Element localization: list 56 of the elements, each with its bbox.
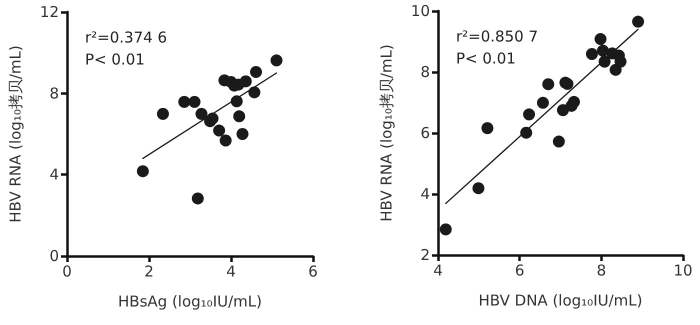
annotation: r²=0.374 6 bbox=[85, 28, 168, 46]
point bbox=[156, 108, 169, 120]
point bbox=[188, 96, 201, 108]
y-axis-title: HBV RNA (log₁₀拷贝/mL) bbox=[378, 44, 396, 222]
y-tick-label: 0 bbox=[49, 247, 59, 265]
x-tick-label: 0 bbox=[62, 262, 72, 280]
annotation: P< 0.01 bbox=[85, 50, 145, 68]
point bbox=[614, 56, 627, 68]
y-tick-label: 6 bbox=[420, 124, 430, 142]
x-tick-label: 4 bbox=[433, 262, 443, 280]
y-tick-label: 10 bbox=[410, 2, 430, 20]
point bbox=[552, 136, 565, 148]
point bbox=[440, 223, 452, 236]
x-tick-label: 10 bbox=[673, 262, 693, 280]
point bbox=[178, 96, 190, 108]
point bbox=[270, 54, 283, 66]
point bbox=[236, 128, 248, 140]
point bbox=[594, 33, 607, 46]
point bbox=[523, 108, 536, 120]
point bbox=[206, 112, 219, 125]
x-tick-label: 2 bbox=[144, 262, 154, 280]
y-tick-label: 12 bbox=[40, 3, 59, 21]
x-tick-label: 8 bbox=[596, 262, 606, 280]
y-tick-label: 4 bbox=[49, 166, 59, 184]
point bbox=[240, 75, 252, 88]
point bbox=[542, 78, 554, 90]
x-axis-title: HBV DNA (log₁₀IU/mL) bbox=[478, 292, 642, 310]
y-tick-label: 2 bbox=[420, 246, 430, 264]
point bbox=[220, 134, 232, 147]
point bbox=[536, 96, 549, 109]
y-tick-label: 8 bbox=[49, 84, 59, 102]
point bbox=[598, 56, 611, 68]
point bbox=[248, 86, 260, 98]
y-axis-title: HBV RNA (log₁₀拷贝/mL) bbox=[6, 45, 24, 223]
point bbox=[233, 110, 246, 122]
point bbox=[250, 66, 262, 78]
x-tick-label: 6 bbox=[308, 262, 318, 280]
y-tick-label: 4 bbox=[420, 185, 430, 203]
point bbox=[632, 16, 644, 28]
point bbox=[610, 64, 622, 76]
point bbox=[192, 192, 204, 204]
point bbox=[230, 95, 243, 108]
point bbox=[586, 48, 598, 60]
point bbox=[520, 126, 532, 139]
y-tick-label: 8 bbox=[420, 63, 430, 81]
point bbox=[136, 165, 149, 178]
x-axis-title: HBsAg (log₁₀IU/mL) bbox=[118, 292, 262, 310]
point bbox=[213, 124, 226, 137]
point bbox=[472, 182, 484, 194]
annotation: P< 0.01 bbox=[456, 50, 516, 68]
point bbox=[481, 122, 494, 134]
annotation: r²=0.850 7 bbox=[456, 28, 538, 46]
x-tick-label: 6 bbox=[514, 262, 524, 280]
point bbox=[568, 96, 580, 108]
x-tick-label: 4 bbox=[226, 262, 236, 280]
point bbox=[195, 108, 208, 120]
